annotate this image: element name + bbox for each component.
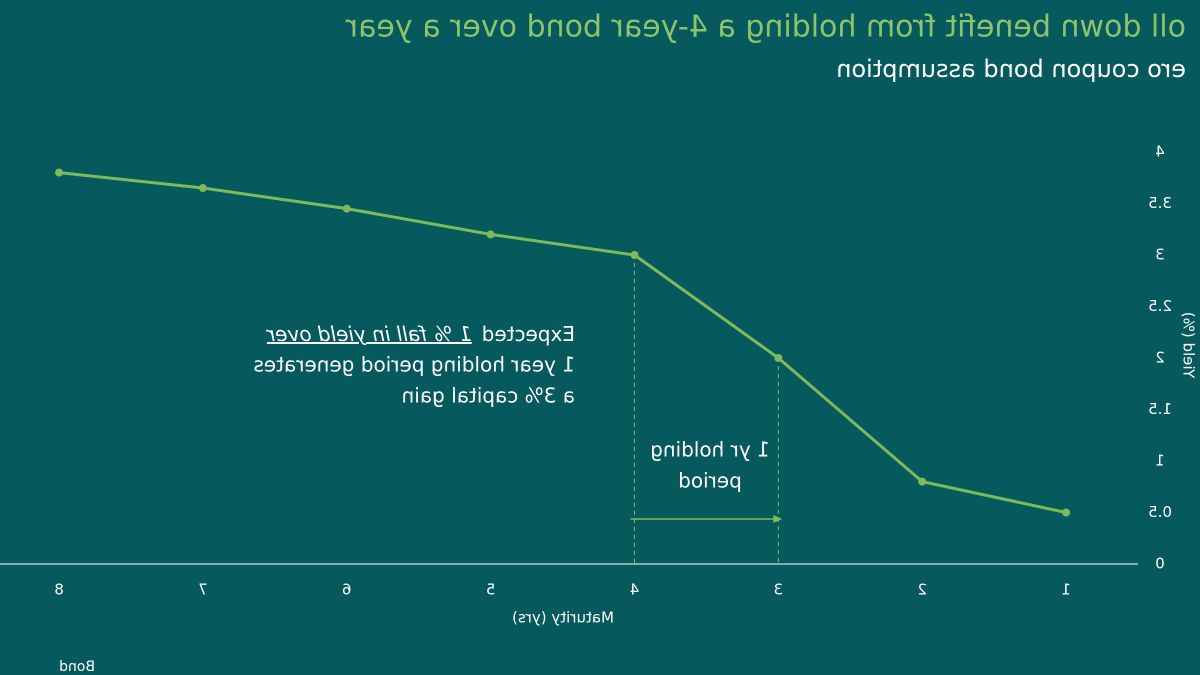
y-tick-label: 3 <box>1155 246 1165 264</box>
data-point <box>55 168 64 177</box>
y-tick-label: 2.5 <box>1148 297 1172 315</box>
y-tick-label: 0 <box>1155 555 1165 573</box>
x-tick-label: 4 <box>630 581 640 599</box>
annotation-text: a 3% capital gain <box>402 384 575 408</box>
chart-subtitle: ero coupon bond assumption <box>836 55 1186 83</box>
x-tick-label: 7 <box>198 581 208 599</box>
x-tick-label: 1 <box>1061 581 1071 599</box>
data-point <box>630 251 639 259</box>
data-point <box>774 354 783 362</box>
logo-text: Bond <box>59 659 95 675</box>
x-tick-label: 3 <box>774 581 784 599</box>
y-axis-label: Yield (%) <box>1180 312 1198 379</box>
annotation: Expected 1 % fall in yield over <box>265 322 575 346</box>
y-tick-label: 1.5 <box>1148 400 1172 418</box>
y-tick-label: 2 <box>1155 349 1165 367</box>
data-point <box>486 230 495 239</box>
data-point <box>342 204 351 213</box>
x-tick-label: 5 <box>486 581 496 599</box>
annotation-text: period <box>678 469 742 493</box>
x-axis-label: Maturity (yrs) <box>512 609 614 627</box>
y-tick-label: 0.5 <box>1148 503 1172 521</box>
data-line <box>58 171 1067 514</box>
data-point <box>1062 508 1071 517</box>
x-tick-label: 2 <box>917 581 927 599</box>
x-tick-label: 6 <box>342 581 352 599</box>
data-point <box>198 184 207 193</box>
data-point <box>918 477 927 486</box>
arrow-head <box>773 515 783 523</box>
annotation-text: Expected <box>482 322 575 346</box>
chart-title: oll down benefit from holding a 4-year b… <box>345 10 1186 45</box>
y-tick-label: 1 <box>1155 452 1165 470</box>
y-tick-label: 3.5 <box>1148 194 1172 212</box>
x-tick-label: 8 <box>54 581 64 599</box>
annotation-underlined: 1 % fall in yield over <box>265 322 471 346</box>
y-tick-label: 4 <box>1155 143 1165 161</box>
annotation-text: 1 year holding period generates <box>253 353 575 377</box>
annotation-text: 1 yr holding <box>650 438 770 462</box>
